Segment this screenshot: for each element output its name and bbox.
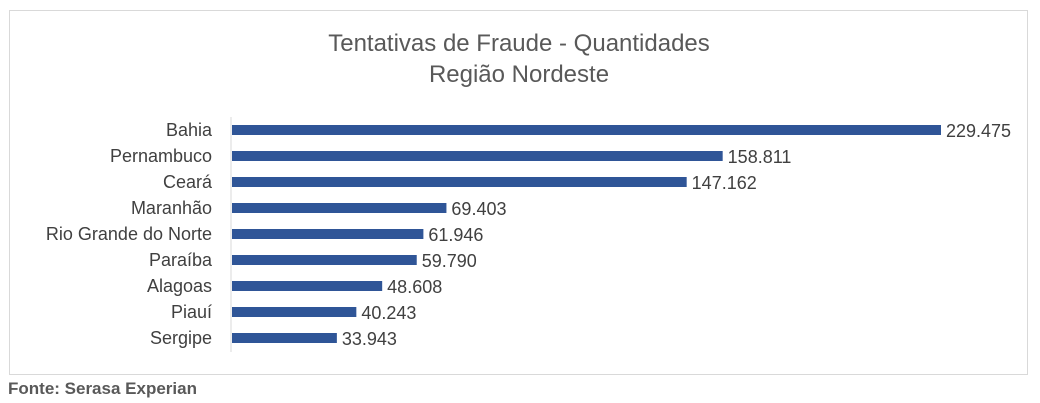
value-label-7: 40.243: [361, 303, 416, 323]
value-label-1: 158.811: [728, 147, 792, 167]
bar-7: [232, 307, 357, 317]
category-label-7: Piauí: [171, 302, 212, 322]
chart-frame: [9, 10, 1028, 375]
bar-0: [232, 125, 941, 135]
bar-6: [232, 281, 383, 291]
value-label-0: 229.475: [946, 121, 1011, 141]
value-label-5: 59.790: [422, 251, 477, 271]
chart-title-line-2: Região Nordeste: [429, 61, 609, 88]
value-label-6: 48.608: [387, 277, 442, 297]
bars-group: Bahia 229.475 Pernambuco 158.811 Ceará 147.16…: [46, 120, 1011, 349]
category-label-8: Sergipe: [150, 328, 212, 348]
category-label-3: Maranhão: [131, 198, 212, 218]
bar-5: [232, 255, 417, 265]
category-label-5: Paraíba: [149, 250, 213, 270]
bar-8: [232, 333, 337, 343]
chart-title-line-1: Tentativas de Fraude - Quantidades: [328, 30, 710, 57]
category-label-1: Pernambuco: [110, 146, 212, 166]
value-label-4: 61.946: [428, 225, 483, 245]
category-label-2: Ceará: [163, 172, 213, 192]
category-label-0: Bahia: [166, 120, 213, 140]
value-label-8: 33.943: [342, 329, 397, 349]
source-note: Fonte: Serasa Experian: [8, 379, 197, 398]
bar-2: [232, 177, 687, 187]
value-label-3: 69.403: [451, 199, 506, 219]
bar-4: [232, 229, 424, 239]
bar-3: [232, 203, 447, 213]
category-label-4: Rio Grande do Norte: [46, 224, 212, 244]
value-label-2: 147.162: [692, 173, 757, 193]
bar-1: [232, 151, 723, 161]
bar-chart: Tentativas de Fraude - Quantidades Regiã…: [46, 30, 1011, 352]
category-label-6: Alagoas: [147, 276, 212, 296]
